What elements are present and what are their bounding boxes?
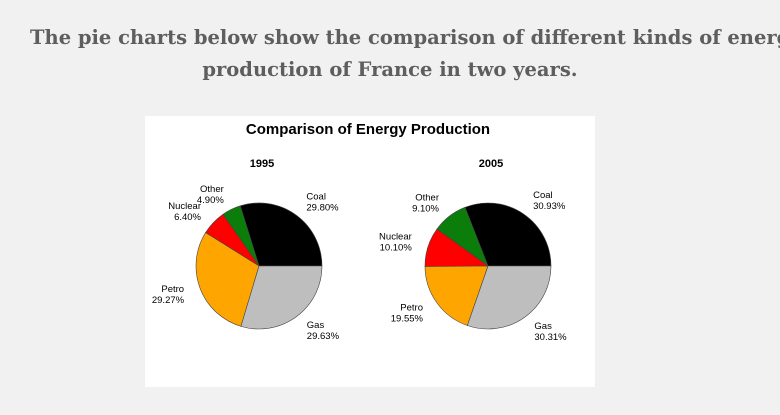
pie-slice-gas	[466, 265, 552, 330]
pie-slice-gas	[240, 265, 323, 330]
slice-label-nuclear: Nuclear 6.40%	[168, 201, 201, 223]
pie-1995-subtitle: 1995	[250, 158, 274, 170]
pie-slice-coal	[239, 202, 323, 267]
pie-2005-subtitle: 2005	[479, 158, 503, 170]
pie-2005: Coal 30.93% Other 9.10%Nuclear 10.10% Petro 19…	[379, 190, 567, 343]
slice-label-coal: Coal 30.93%	[533, 190, 566, 212]
pie-1995: Coal 29.80% Other 4.90%Nuclear 6.40% Petro 29.…	[152, 184, 340, 342]
slice-label-nuclear: Nuclear 10.10%	[379, 232, 412, 254]
heading-line-1: The pie charts below show the comparison…	[30, 26, 780, 49]
slice-label-petro: Petro 29.27%	[152, 284, 185, 306]
pie-slice-petro	[195, 232, 260, 327]
slice-label-other: Other 9.10%	[412, 193, 439, 215]
pie-charts: Comparison of Energy Production 1995 200…	[152, 121, 567, 343]
chart-panel: Comparison of Energy Production 1995 200…	[145, 116, 595, 387]
slice-label-other: Other 4.90%	[197, 184, 224, 206]
slice-label-gas: Gas 29.63%	[307, 320, 340, 342]
slice-label-coal: Coal 29.80%	[306, 192, 339, 214]
heading-line-2: production of France in two years.	[202, 58, 578, 81]
page-heading: The pie charts below show the comparison…	[30, 22, 780, 86]
chart-title: Comparison of Energy Production	[246, 121, 490, 138]
slice-label-gas: Gas 30.31%	[534, 321, 567, 343]
pie-slice-coal	[464, 202, 552, 267]
slice-label-petro: Petro 19.55%	[391, 303, 424, 325]
